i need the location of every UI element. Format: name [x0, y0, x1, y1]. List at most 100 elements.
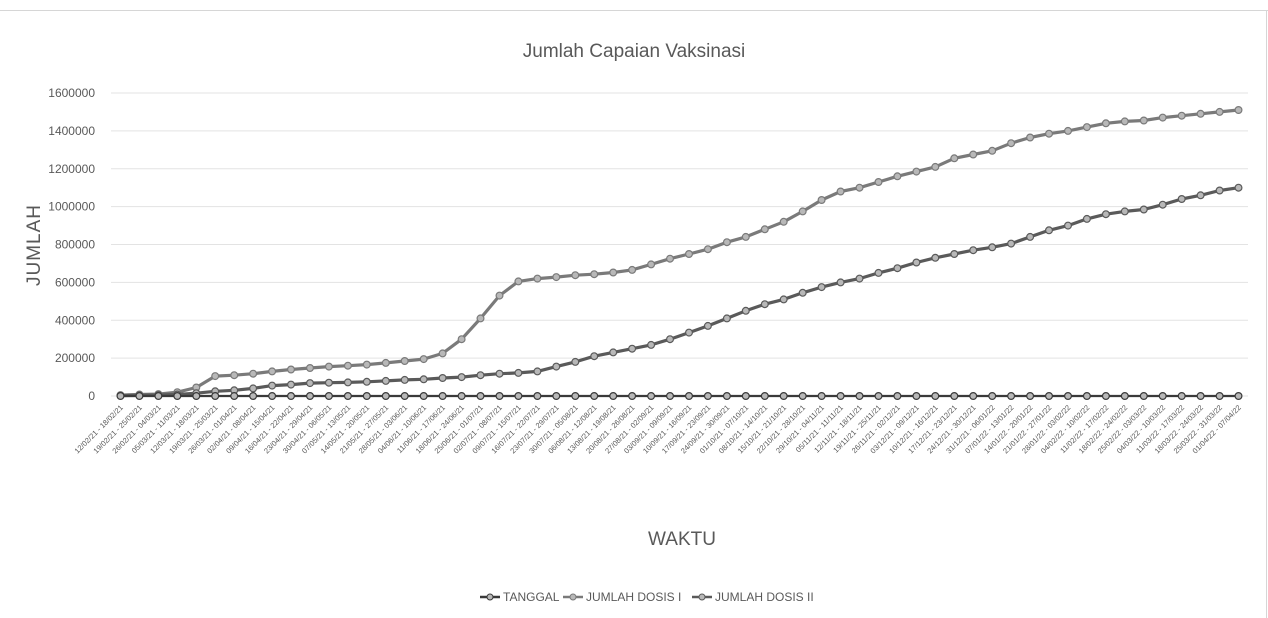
data-point — [476, 371, 485, 380]
data-point — [798, 288, 807, 297]
data-point — [438, 374, 447, 383]
data-point — [893, 264, 902, 273]
data-point — [590, 352, 599, 361]
data-point — [1196, 109, 1205, 118]
series-layer — [116, 105, 1243, 401]
data-point — [324, 378, 333, 387]
data-point — [1234, 392, 1243, 401]
data-point — [381, 376, 390, 385]
data-point — [1215, 392, 1224, 401]
data-point — [969, 246, 978, 255]
data-point — [684, 328, 693, 337]
data-point — [1234, 183, 1243, 192]
data-point — [135, 392, 144, 401]
data-point — [1177, 111, 1186, 120]
data-point — [912, 392, 921, 401]
data-point — [514, 392, 523, 401]
data-point — [1120, 392, 1129, 401]
data-point — [609, 348, 618, 357]
data-point — [1234, 105, 1243, 114]
data-point — [647, 392, 656, 401]
data-point — [760, 225, 769, 234]
data-point — [950, 392, 959, 401]
data-point — [552, 392, 561, 401]
data-point — [1158, 392, 1167, 401]
data-point — [476, 392, 485, 401]
data-point — [343, 378, 352, 387]
y-tick-label: 1000000 — [48, 200, 95, 214]
data-point — [343, 392, 352, 401]
data-point — [817, 392, 826, 401]
data-point — [381, 358, 390, 367]
data-point — [495, 291, 504, 300]
data-point — [836, 187, 845, 196]
series-0 — [116, 392, 1243, 401]
data-point — [249, 392, 258, 401]
data-point — [741, 392, 750, 401]
data-point — [893, 392, 902, 401]
data-point — [931, 392, 940, 401]
data-point — [931, 253, 940, 262]
data-point — [306, 379, 315, 388]
data-point — [950, 154, 959, 163]
data-point — [476, 314, 485, 323]
data-point — [1026, 232, 1035, 241]
data-point — [1196, 191, 1205, 200]
data-point — [1044, 392, 1053, 401]
data-point — [798, 207, 807, 216]
data-point — [230, 392, 239, 401]
data-point — [249, 369, 258, 378]
data-point — [400, 375, 409, 384]
data-point — [514, 277, 523, 286]
legend-marker — [698, 593, 706, 601]
data-point — [400, 357, 409, 366]
data-point — [400, 392, 409, 401]
data-point — [1158, 113, 1167, 122]
legend-label: JUMLAH DOSIS II — [715, 590, 814, 604]
data-point — [438, 392, 447, 401]
data-point — [1215, 186, 1224, 195]
data-point — [1196, 392, 1205, 401]
data-point — [931, 162, 940, 171]
frame-top-border — [0, 10, 1268, 11]
data-point — [1007, 239, 1016, 248]
data-point — [1082, 392, 1091, 401]
data-point — [779, 295, 788, 304]
data-point — [1101, 119, 1110, 128]
data-point — [590, 392, 599, 401]
data-point — [211, 372, 220, 381]
data-point — [571, 392, 580, 401]
data-point — [855, 392, 864, 401]
legend-marker — [486, 593, 494, 601]
data-point — [969, 392, 978, 401]
data-point — [722, 238, 731, 247]
data-point — [324, 362, 333, 371]
series-1 — [116, 105, 1243, 400]
data-point — [1101, 210, 1110, 219]
data-point — [1120, 207, 1129, 216]
data-point — [912, 258, 921, 267]
data-point — [665, 392, 674, 401]
data-point — [1101, 392, 1110, 401]
data-point — [362, 377, 371, 386]
data-point — [419, 392, 428, 401]
data-point — [912, 167, 921, 176]
data-point — [988, 392, 997, 401]
data-point — [1139, 392, 1148, 401]
data-point — [1026, 133, 1035, 142]
legend-marker — [569, 593, 577, 601]
data-point — [571, 271, 580, 280]
data-point — [1063, 392, 1072, 401]
data-point — [1177, 392, 1186, 401]
data-point — [836, 278, 845, 287]
data-point — [343, 361, 352, 370]
data-point — [268, 381, 277, 390]
data-point — [306, 364, 315, 373]
y-tick-label: 1400000 — [48, 124, 95, 138]
data-point — [381, 392, 390, 401]
data-point — [533, 274, 542, 283]
y-tick-label: 600000 — [55, 275, 95, 289]
data-point — [684, 250, 693, 259]
